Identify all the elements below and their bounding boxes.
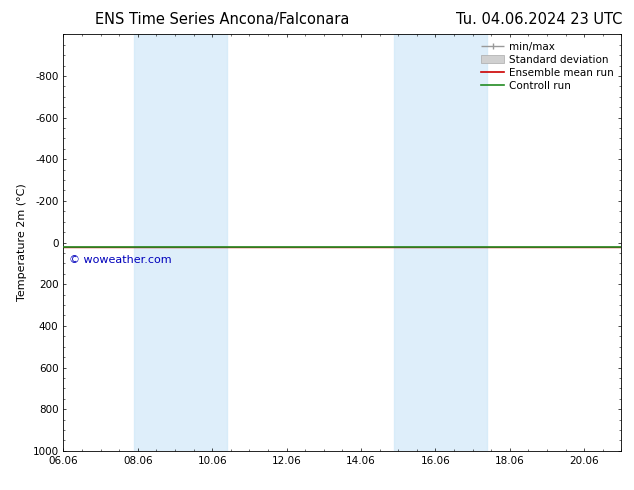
Text: Tu. 04.06.2024 23 UTC: Tu. 04.06.2024 23 UTC — [456, 12, 623, 27]
Text: ENS Time Series Ancona/Falconara: ENS Time Series Ancona/Falconara — [95, 12, 349, 27]
Text: © woweather.com: © woweather.com — [69, 255, 172, 265]
Bar — [394, 34, 488, 451]
Bar — [134, 34, 227, 451]
Legend: min/max, Standard deviation, Ensemble mean run, Controll run: min/max, Standard deviation, Ensemble me… — [477, 37, 618, 95]
Y-axis label: Temperature 2m (°C): Temperature 2m (°C) — [17, 184, 27, 301]
